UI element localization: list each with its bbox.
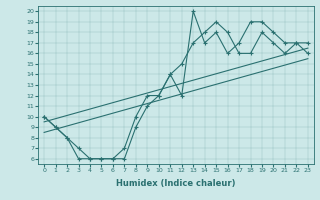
X-axis label: Humidex (Indice chaleur): Humidex (Indice chaleur) <box>116 179 236 188</box>
